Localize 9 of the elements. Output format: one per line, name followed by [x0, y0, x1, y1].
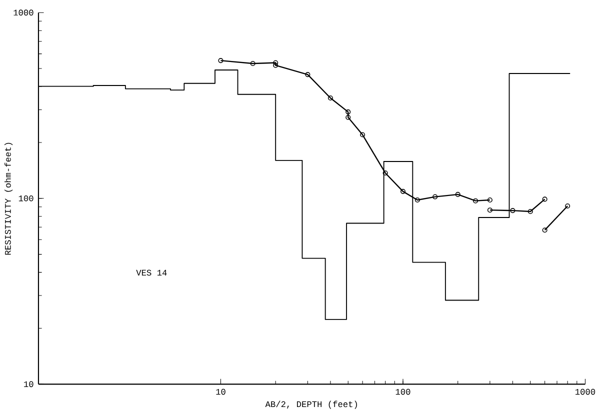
y-tick-label: 100: [18, 195, 34, 202]
y-tick-label: 1000: [14, 10, 34, 16]
annotation: VES 14: [136, 270, 167, 276]
y-tick-label: 10: [24, 381, 34, 387]
x-tick-label: 10: [216, 388, 226, 395]
y-axis-title: RESISTIVITY (ohm-feet): [4, 142, 13, 255]
x-axis-title: AB/2, DEPTH (feet): [265, 400, 357, 409]
x-tick-label: 100: [396, 388, 410, 395]
x-tick-label: 1000: [576, 388, 596, 395]
